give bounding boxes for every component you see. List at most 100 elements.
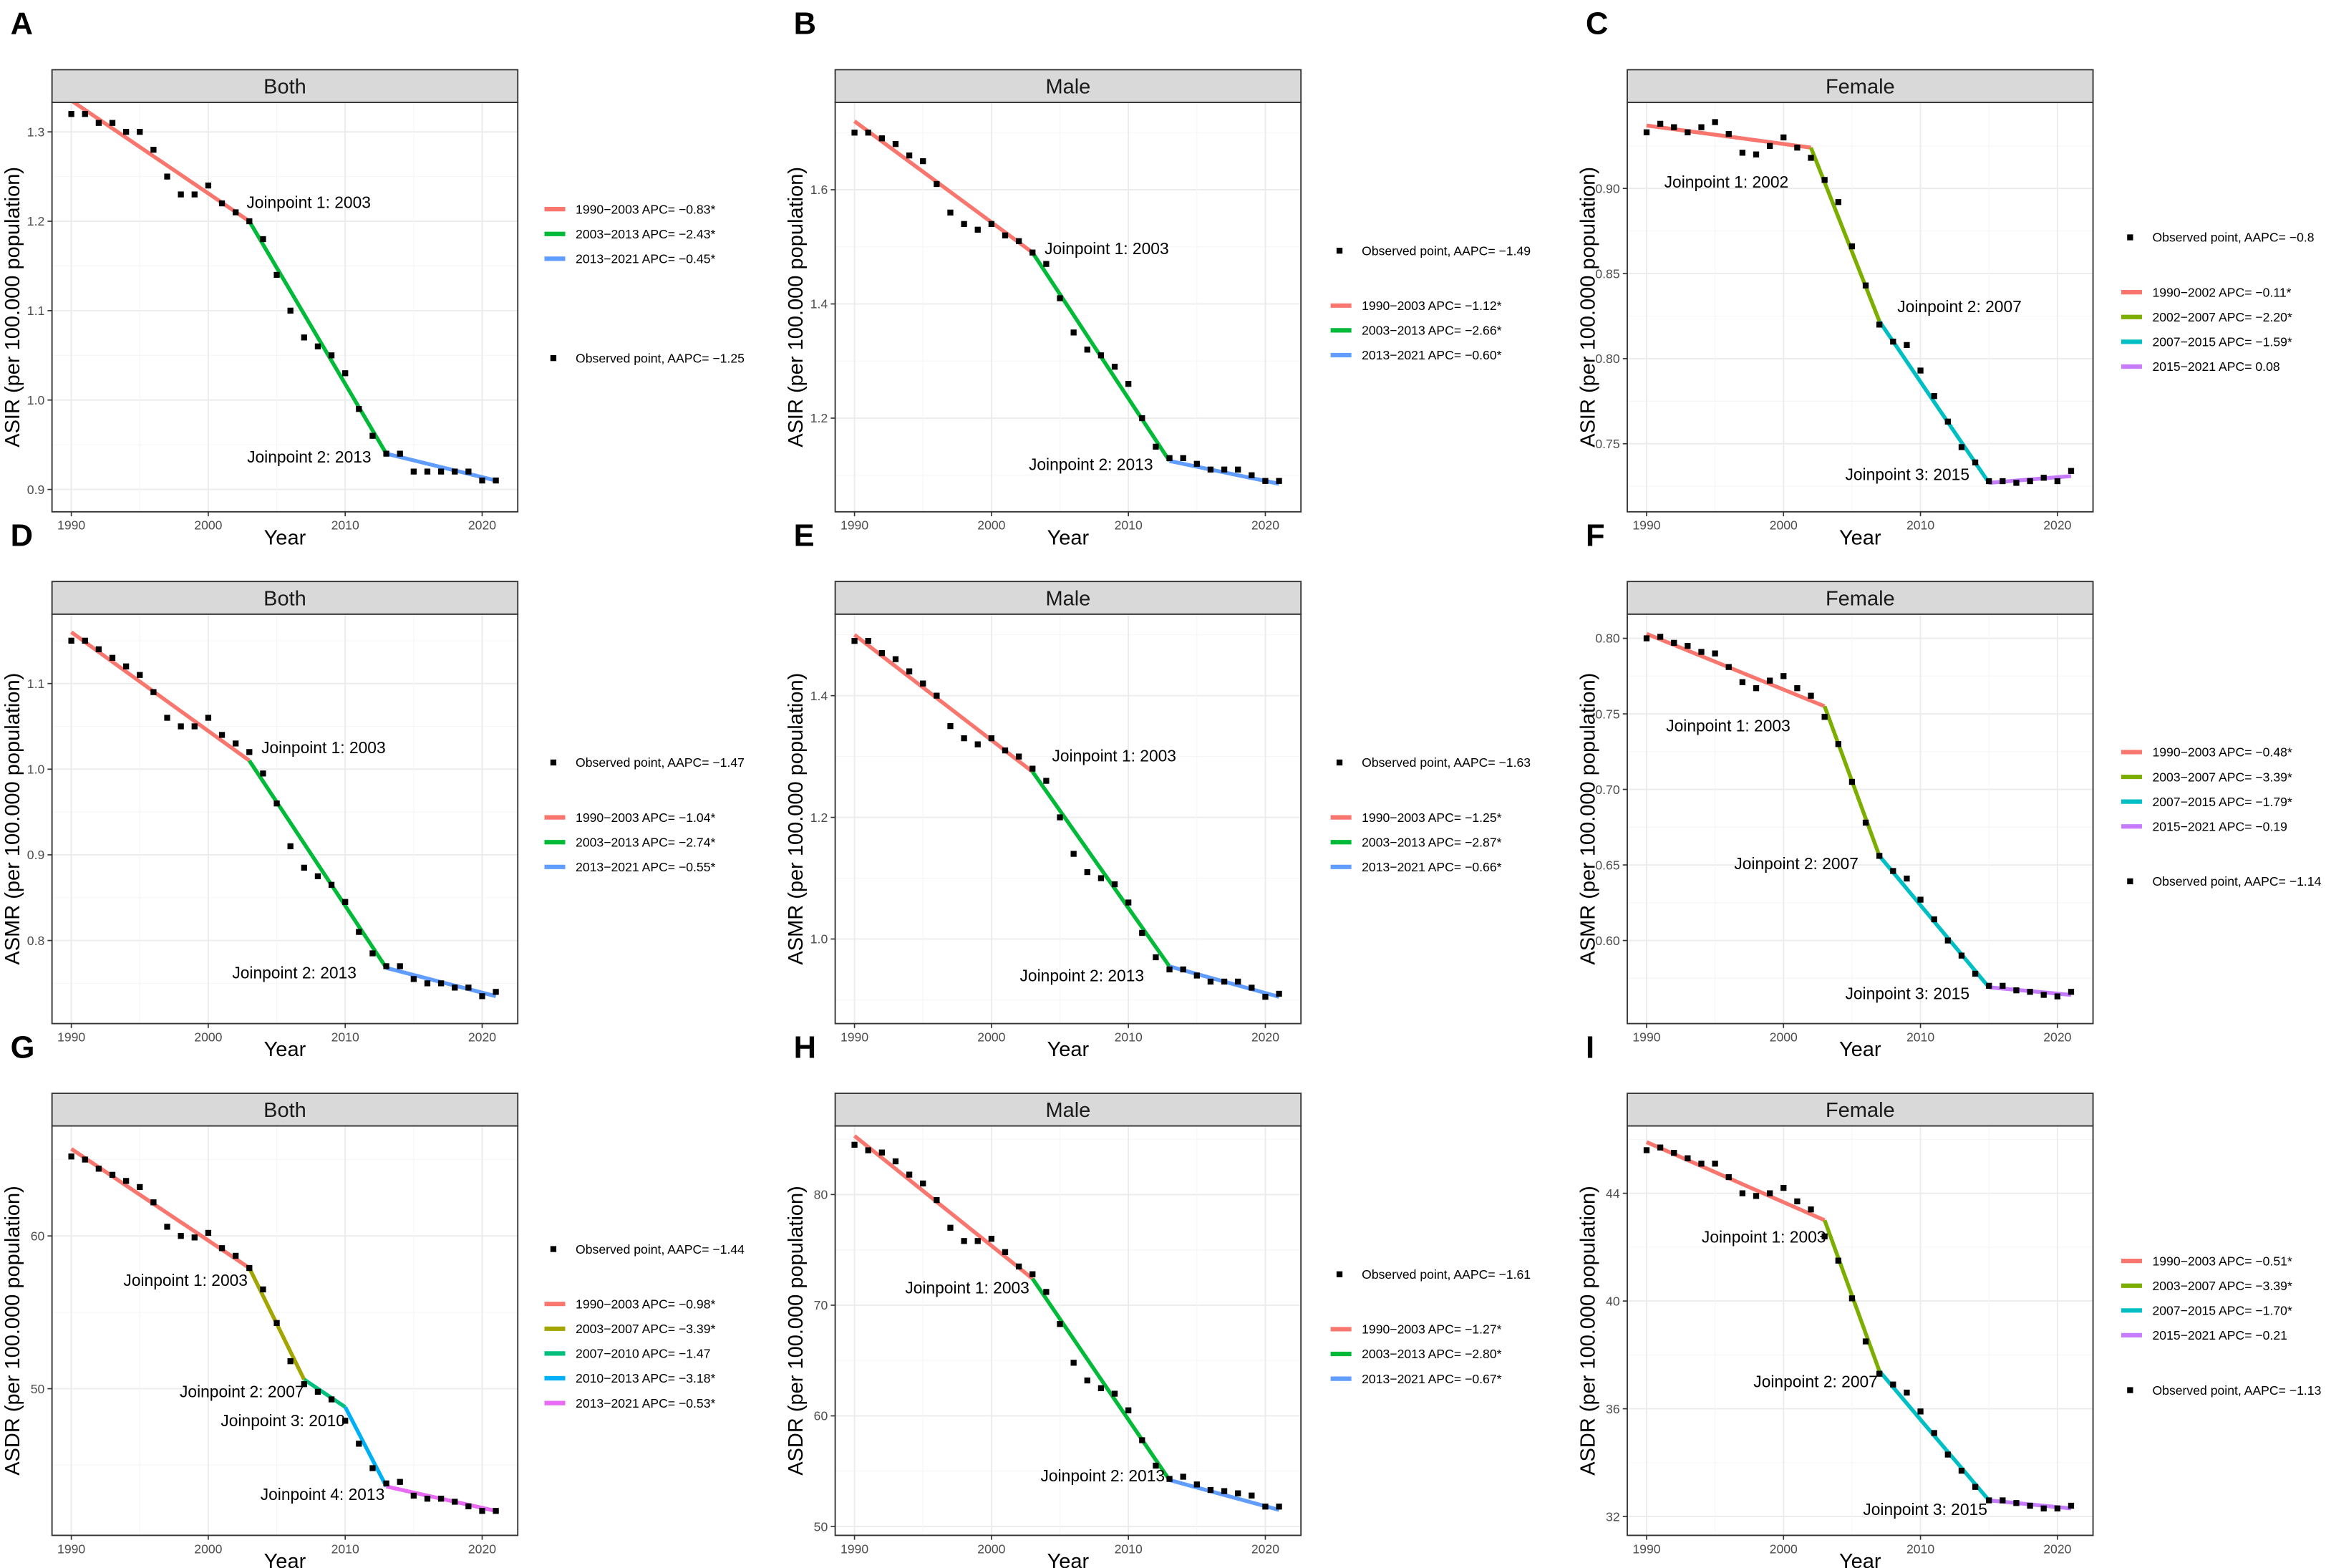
x-axis-title: Year — [1839, 1038, 1881, 1061]
legend-observed-label: Observed point, AAPC= −1.63 — [1362, 755, 1531, 770]
legend: 1990−2003 APC= −0.48* 2003−2007 APC= −3.3… — [2121, 745, 2322, 889]
legend-segment-label: 2003−2013 APC= −2.74* — [576, 835, 715, 849]
legend-observed-marker — [1336, 248, 1343, 254]
joinpoint-label: Joinpoint 3: 2015 — [1845, 465, 1969, 483]
legend-segment-label: 2003−2007 APC= −3.39* — [2152, 1279, 2292, 1293]
legend-observed-label: Observed point, AAPC= −1.61 — [1362, 1267, 1531, 1282]
legend-segment-label: 1990−2003 APC= −0.83* — [576, 202, 715, 216]
observed-point-2006 — [1862, 819, 1869, 826]
observed-point-1997 — [947, 722, 954, 730]
observed-point-2020 — [2054, 993, 2060, 1000]
observed-point-1998 — [961, 735, 967, 742]
x-tick-label: 2000 — [1770, 1542, 1798, 1556]
panel-f: F Joinpoint 1: 2003 Joinpoint 2: 2007 Joinp… — [1576, 518, 2321, 1061]
y-tick-label: 0.90 — [1595, 181, 1619, 195]
legend: 1990−2003 APC= −0.83* 2003−2013 APC= −2.4… — [544, 202, 745, 365]
observed-point-2017 — [437, 468, 445, 475]
x-tick-label: 2010 — [331, 1030, 359, 1044]
observed-point-2015 — [1193, 972, 1200, 979]
observed-point-2001 — [1794, 1198, 1801, 1205]
y-axis-title: ASDR (per 100.000 population) — [785, 1186, 808, 1476]
observed-point-1998 — [961, 221, 967, 227]
legend-segment-label: 2013−2021 APC= −0.66* — [1362, 860, 1501, 874]
fit-segment-2 — [247, 220, 388, 455]
y-tick-label: 1.0 — [27, 763, 45, 777]
observed-point-1996 — [150, 146, 157, 153]
observed-point-2020 — [2054, 478, 2060, 485]
legend-segment-label: 2002−2007 APC= −2.20* — [2152, 310, 2292, 324]
observed-point-2003 — [1029, 249, 1036, 256]
x-tick-label: 2020 — [1251, 1030, 1279, 1044]
observed-point-2003 — [1821, 1233, 1828, 1239]
observed-point-2011 — [356, 406, 362, 412]
observed-point-2000 — [988, 221, 995, 227]
observed-point-1994 — [1698, 124, 1705, 130]
observed-point-2001 — [1794, 145, 1801, 151]
joinpoint-label: Joinpoint 2: 2013 — [1029, 455, 1153, 473]
observed-point-2006 — [1070, 329, 1077, 336]
observed-point-2005 — [1848, 778, 1856, 785]
legend-segment-label: 1990−2002 APC= −0.11* — [2152, 285, 2291, 299]
observed-point-1993 — [892, 1158, 899, 1165]
observed-point-1992 — [95, 120, 102, 126]
observed-point-2017 — [1221, 978, 1228, 985]
fit-segment-3 — [1877, 320, 1991, 484]
panel-g: G Joinpoint 1: 2003 Joinpoint 2: 2007 Joinp… — [1, 1030, 745, 1568]
x-tick-label: 1990 — [1632, 1030, 1660, 1044]
y-tick-label: 50 — [31, 1382, 45, 1396]
x-tick-label: 2000 — [977, 1030, 1005, 1044]
x-axis-title: Year — [264, 1550, 306, 1568]
plot-background — [52, 102, 518, 512]
observed-point-2004 — [260, 236, 266, 243]
observed-point-2014 — [397, 450, 403, 457]
observed-point-2016 — [2000, 982, 2006, 989]
observed-point-2013 — [383, 1480, 389, 1487]
x-tick-label: 2010 — [1115, 1542, 1143, 1556]
observed-point-2009 — [1111, 1390, 1118, 1397]
observed-point-2014 — [397, 1479, 403, 1485]
observed-point-1999 — [974, 741, 981, 747]
legend-segment-label: 2013−2021 APC= −0.67* — [1362, 1372, 1501, 1386]
observed-point-2000 — [205, 715, 212, 721]
x-tick-label: 1990 — [57, 1542, 85, 1556]
observed-point-2015 — [410, 1492, 417, 1499]
observed-point-2020 — [2054, 1505, 2060, 1511]
observed-point-2018 — [1235, 1490, 1241, 1496]
observed-point-2005 — [1057, 295, 1063, 301]
observed-point-2010 — [342, 1418, 349, 1424]
observed-point-1993 — [892, 656, 899, 662]
observed-point-1998 — [1753, 151, 1760, 158]
strip-title: Both — [263, 587, 306, 610]
observed-point-2006 — [287, 307, 294, 314]
observed-point-1992 — [878, 650, 885, 657]
x-axis-title: Year — [1839, 1550, 1881, 1568]
legend-observed-marker — [2127, 878, 2133, 885]
observed-point-1991 — [82, 637, 88, 644]
observed-point-2008 — [314, 1388, 321, 1395]
legend-segment-label: 1990−2003 APC= −1.04* — [576, 810, 715, 825]
observed-point-2016 — [1207, 1486, 1214, 1494]
fit-segment-2 — [1031, 770, 1171, 968]
observed-point-2021 — [493, 1508, 499, 1514]
observed-point-1997 — [947, 209, 954, 216]
legend-segment-label: 2013−2021 APC= −0.53* — [576, 1396, 715, 1410]
observed-point-2007 — [1084, 868, 1090, 876]
legend-observed-label: Observed point, AAPC= −1.14 — [2152, 874, 2321, 889]
observed-point-1993 — [109, 1171, 116, 1178]
observed-point-2019 — [465, 468, 472, 475]
observed-point-2013 — [383, 450, 389, 457]
observed-point-2018 — [1235, 466, 1241, 473]
x-tick-label: 1990 — [840, 1542, 868, 1556]
observed-point-2005 — [273, 271, 280, 279]
strip-title: Both — [263, 1099, 306, 1122]
panel-letter: F — [1586, 518, 1605, 553]
y-tick-label: 60 — [31, 1229, 45, 1243]
observed-point-2008 — [1890, 868, 1896, 874]
observed-point-2004 — [1043, 1289, 1050, 1295]
observed-point-1997 — [1739, 150, 1746, 156]
observed-point-2018 — [1235, 978, 1241, 985]
observed-point-2008 — [1097, 1385, 1105, 1392]
observed-point-2002 — [233, 1252, 239, 1259]
observed-point-2009 — [1111, 881, 1118, 888]
x-tick-label: 1990 — [1632, 1542, 1660, 1556]
